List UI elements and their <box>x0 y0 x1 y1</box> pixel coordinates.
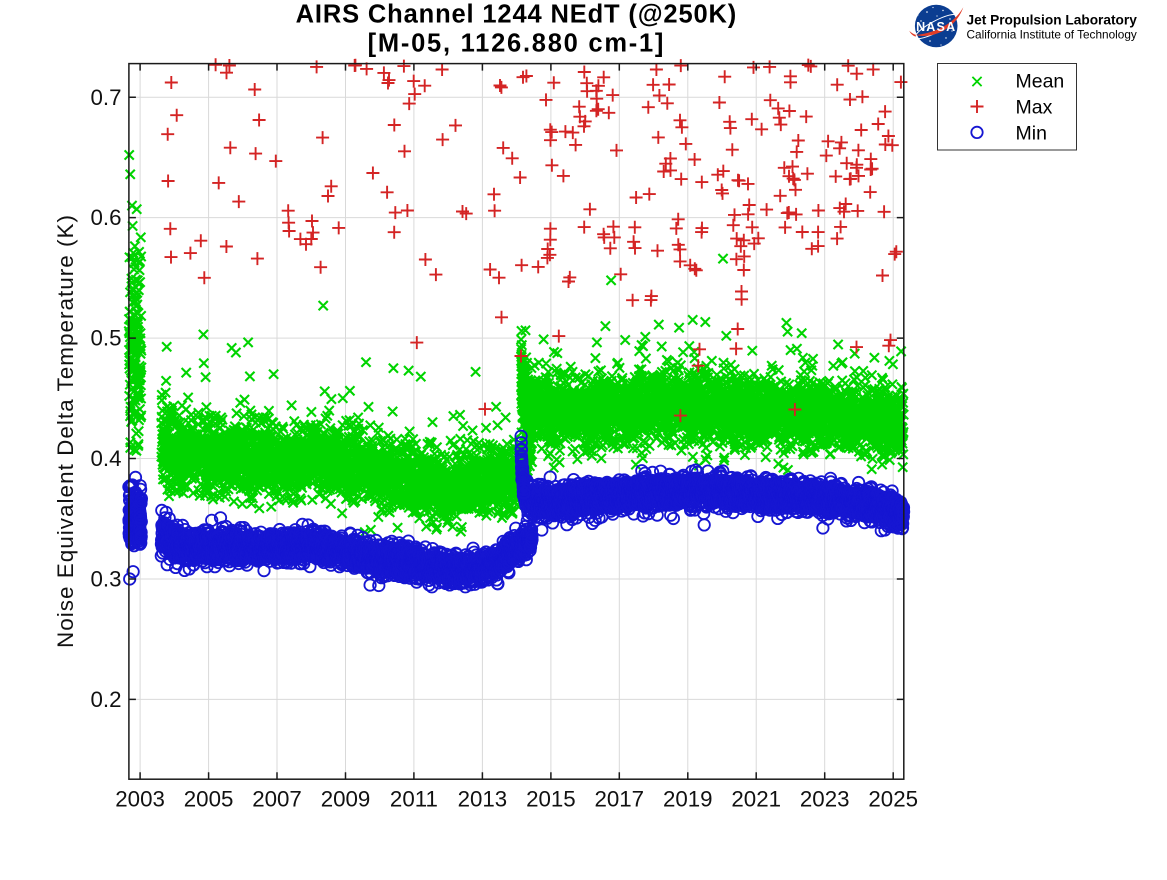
svg-text:2011: 2011 <box>390 787 438 812</box>
svg-text:California Institute of Techno: California Institute of Technology <box>967 28 1137 42</box>
svg-text:2019: 2019 <box>663 787 713 812</box>
svg-text:0.2: 0.2 <box>91 687 122 712</box>
svg-text:2017: 2017 <box>594 787 644 812</box>
svg-text:2013: 2013 <box>458 787 508 812</box>
svg-text:Mean: Mean <box>1016 71 1065 93</box>
svg-text:0.7: 0.7 <box>91 85 122 110</box>
svg-text:2005: 2005 <box>184 787 234 812</box>
svg-text:2015: 2015 <box>526 787 576 812</box>
svg-text:Max: Max <box>1016 96 1053 118</box>
svg-text:Min: Min <box>1016 122 1047 144</box>
svg-text:AIRS Channel 1244 NEdT (@250K): AIRS Channel 1244 NEdT (@250K) <box>296 1 737 29</box>
svg-text:2003: 2003 <box>115 787 165 812</box>
svg-text:Jet Propulsion Laboratory: Jet Propulsion Laboratory <box>967 13 1138 28</box>
svg-text:[M-05, 1126.880 cm-1]: [M-05, 1126.880 cm-1] <box>368 29 666 57</box>
svg-text:NASA: NASA <box>916 20 956 34</box>
svg-text:0.5: 0.5 <box>91 326 122 351</box>
svg-text:2023: 2023 <box>800 787 850 812</box>
svg-text:2021: 2021 <box>731 787 781 812</box>
svg-text:0.3: 0.3 <box>91 567 122 592</box>
svg-text:0.4: 0.4 <box>91 446 122 471</box>
svg-text:2007: 2007 <box>252 787 302 812</box>
svg-text:0.6: 0.6 <box>91 205 122 230</box>
svg-text:2025: 2025 <box>868 787 918 812</box>
svg-text:2009: 2009 <box>321 787 371 812</box>
svg-text:Noise Equivalent Delta Tempera: Noise Equivalent Delta Temperature (K) <box>53 214 78 648</box>
